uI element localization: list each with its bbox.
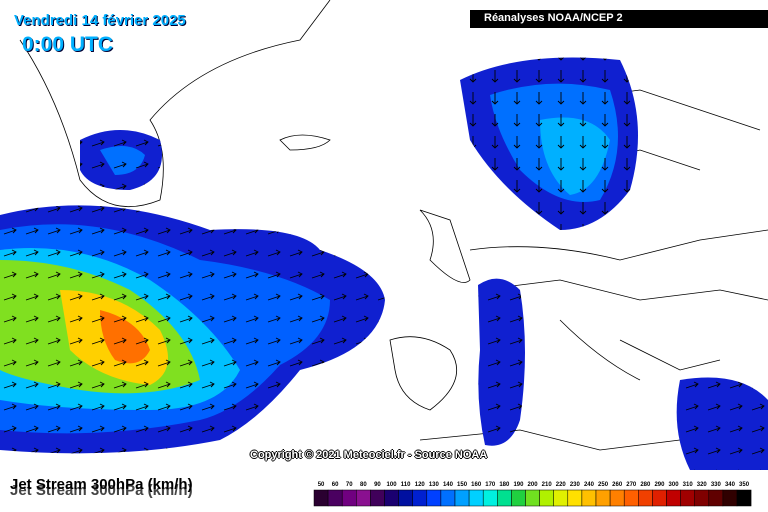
scale-swatch [623,489,639,507]
scale-label: 60 [332,482,339,488]
scale-swatch [694,489,710,507]
scale-label: 50 [318,482,325,488]
jet-stream-field [0,57,768,470]
scale-swatch [680,489,695,507]
scale-swatch [638,489,653,507]
scale-label: 200 [528,482,539,488]
scale-label: 240 [584,482,595,488]
scale-swatch [356,489,371,507]
scale-swatch [652,489,667,507]
scale-swatch [426,489,442,507]
copyright: Copyright © 2021 Meteociel.fr - Source N… [250,449,488,461]
scale-label: 120 [415,482,426,488]
scale-label: 160 [471,482,482,488]
scale-swatch [440,489,456,507]
scale-swatch [553,489,569,507]
scale-label: 180 [499,482,510,488]
scale-swatch [595,489,611,507]
scale-swatch [384,489,399,507]
scale-swatch [708,489,724,507]
scale-swatch [722,489,738,507]
scale-swatch [525,489,540,507]
scale-swatch [666,489,681,507]
scale-swatch [454,489,470,507]
scale-label: 340 [725,482,736,488]
scale-swatch [539,489,554,507]
scale-label: 210 [542,482,553,488]
scale-label: 140 [443,482,454,488]
scale-swatch [609,489,625,507]
scale-label: 320 [697,482,708,488]
scale-swatch [468,489,484,507]
scale-label: 220 [556,482,567,488]
scale-swatch [567,489,583,507]
scale-label: 290 [654,482,665,488]
scale-swatch [327,489,343,507]
scale-label: 260 [612,482,623,488]
source: Réanalyses NOAA/NCEP 2 [484,12,623,24]
scale-label: 190 [513,482,524,488]
scale-label: 300 [669,482,680,488]
scale-swatch [398,489,413,507]
source-box [470,10,768,28]
scale-swatch [482,489,498,507]
scale-label: 170 [485,482,496,488]
scale-label: 330 [711,482,722,488]
time: 0:00 UTC [22,33,114,56]
scale-label: 90 [374,482,381,488]
scale-label: 310 [683,482,694,488]
scale-swatch [581,489,597,507]
scale-label: 270 [626,482,637,488]
scale-label: 80 [360,482,367,488]
scale-swatch [511,489,526,507]
scale-swatch [341,489,357,507]
scale-swatch [736,489,752,507]
scale-label: 350 [739,482,750,488]
scale-label: 280 [640,482,651,488]
scale-swatch [313,489,329,507]
legend-title: Jet Stream 300hPa (km/h) [10,476,193,493]
scale-label: 230 [570,482,581,488]
scale-label: 130 [429,482,440,488]
date: Vendredi 14 février 2025 [14,12,186,29]
scale-swatch [370,489,385,507]
scale-label: 250 [598,482,609,488]
color-scale: 50 60 70 80 90 100 110 120 130 140 150 160 170 180 190… [313,482,752,507]
scale-label: 150 [457,482,468,488]
scale-swatch [412,489,428,507]
scale-swatch [497,489,512,507]
scale-label: 110 [401,482,411,488]
scale-label: 100 [387,482,398,488]
scale-label: 70 [346,482,353,488]
